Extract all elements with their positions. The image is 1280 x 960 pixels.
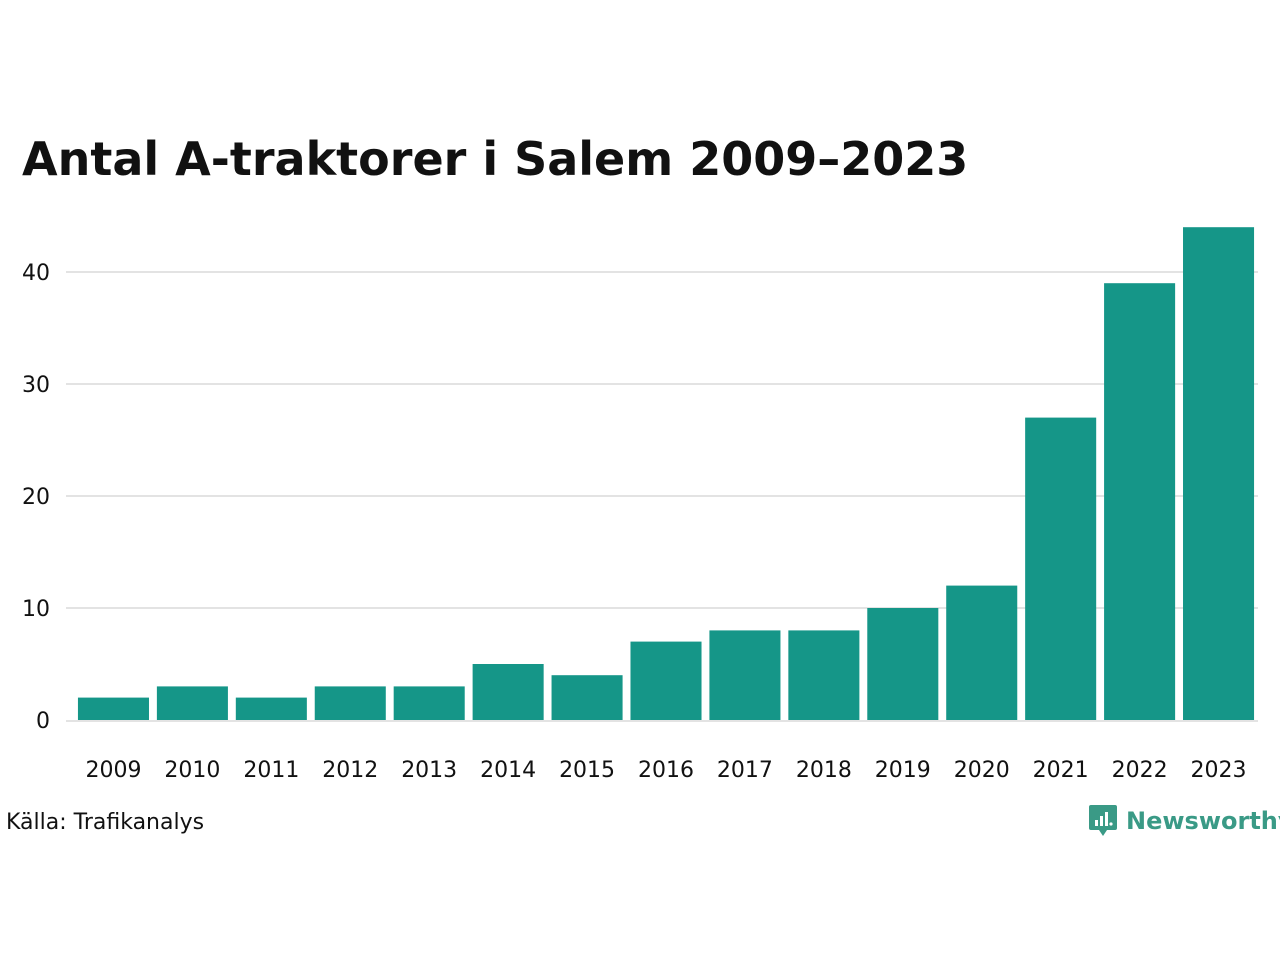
bar-2018	[788, 630, 860, 720]
bar-2017	[709, 630, 781, 720]
chart-title: Antal A-traktorer i Salem 2009–2023	[22, 132, 969, 186]
x-tick-label: 2011	[243, 758, 299, 783]
bar-2013	[393, 686, 465, 720]
bar-2015	[551, 675, 623, 720]
x-tick-label: 2021	[1033, 758, 1089, 783]
x-tick-label: 2016	[638, 758, 694, 783]
source-note: Källa: Trafikanalys	[6, 810, 205, 835]
bar-2011	[235, 697, 307, 720]
x-tick-label: 2020	[954, 758, 1010, 783]
bar-2022	[1104, 283, 1176, 720]
x-tick-label: 2009	[85, 758, 141, 783]
bar-2023	[1183, 227, 1255, 720]
x-tick-label: 2017	[717, 758, 773, 783]
x-tick-label: 2018	[796, 758, 852, 783]
bar-2021	[1025, 417, 1097, 720]
x-axis-ticks: 2009 2010 2011 2012 2013 2014 2015 2016 2017 2018…	[85, 758, 1246, 783]
brand-name: Newsworthy	[1126, 807, 1280, 835]
bar-2009	[77, 697, 149, 720]
y-tick-label: 20	[22, 485, 50, 510]
x-tick-label: 2010	[164, 758, 220, 783]
bar-2014	[472, 664, 544, 720]
x-tick-label: 2014	[480, 758, 536, 783]
x-tick-label: 2023	[1191, 758, 1247, 783]
bar-2019	[867, 608, 939, 720]
bar-2020	[946, 585, 1018, 720]
y-tick-label: 40	[22, 261, 50, 286]
x-tick-label: 2013	[401, 758, 457, 783]
bar-2016	[630, 641, 702, 720]
y-axis-ticks: 0 10 20 30 40	[22, 261, 50, 734]
bar-2010	[156, 686, 228, 720]
x-tick-label: 2012	[322, 758, 378, 783]
brand-logo: Newsworthy	[1088, 804, 1280, 838]
x-tick-label: 2022	[1112, 758, 1168, 783]
bar-2012	[314, 686, 386, 720]
x-tick-label: 2019	[875, 758, 931, 783]
newsworthy-logo-icon	[1089, 805, 1117, 836]
bars	[77, 227, 1255, 720]
y-tick-label: 10	[22, 597, 50, 622]
y-tick-label: 30	[22, 373, 50, 398]
x-tick-label: 2015	[559, 758, 615, 783]
y-tick-label: 0	[36, 709, 50, 734]
